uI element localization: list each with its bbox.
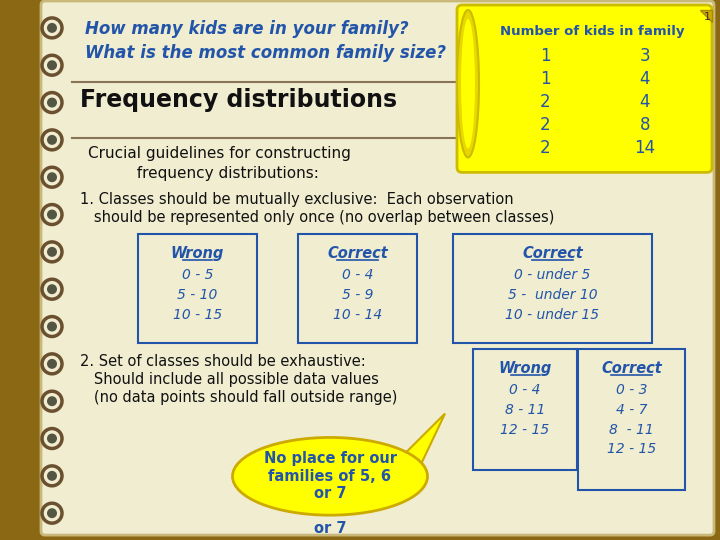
Text: 14: 14 (634, 138, 656, 157)
FancyBboxPatch shape (138, 234, 257, 343)
Circle shape (47, 60, 57, 70)
Text: 2: 2 (540, 116, 550, 133)
FancyBboxPatch shape (578, 349, 685, 490)
Text: 10 - 15: 10 - 15 (173, 308, 222, 322)
Circle shape (47, 434, 57, 443)
FancyBboxPatch shape (457, 5, 712, 172)
Text: or 7: or 7 (314, 521, 346, 536)
Ellipse shape (457, 10, 479, 158)
Text: 3: 3 (639, 47, 650, 65)
Text: 5 - 10: 5 - 10 (177, 288, 217, 302)
Circle shape (47, 135, 57, 145)
Circle shape (47, 172, 57, 182)
Text: (no data points should fall outside range): (no data points should fall outside rang… (80, 390, 397, 404)
Text: Correct: Correct (522, 246, 583, 261)
Text: 2. Set of classes should be exhaustive:: 2. Set of classes should be exhaustive: (80, 354, 366, 369)
Text: 1: 1 (540, 47, 550, 65)
Text: 1: 1 (703, 12, 711, 22)
Circle shape (47, 284, 57, 294)
Ellipse shape (233, 437, 428, 515)
Text: How many kids are in your family?: How many kids are in your family? (85, 20, 409, 38)
Text: 4: 4 (640, 70, 650, 88)
Text: 10 - 14: 10 - 14 (333, 308, 382, 322)
Text: What is the most common family size?: What is the most common family size? (85, 44, 446, 62)
FancyBboxPatch shape (473, 349, 577, 470)
Text: Wrong: Wrong (498, 361, 552, 376)
Text: 8  - 11: 8 - 11 (609, 422, 654, 436)
Text: Number of kids in family: Number of kids in family (500, 25, 684, 38)
Circle shape (47, 508, 57, 518)
Polygon shape (400, 414, 445, 467)
Polygon shape (700, 10, 712, 22)
Circle shape (47, 321, 57, 332)
Text: Wrong: Wrong (171, 246, 224, 261)
Text: 10 - under 15: 10 - under 15 (505, 308, 600, 322)
Text: 2: 2 (540, 93, 550, 111)
Text: No place for our
families of 5, 6
or 7: No place for our families of 5, 6 or 7 (264, 451, 397, 501)
Circle shape (47, 359, 57, 369)
Text: 8: 8 (640, 116, 650, 133)
Text: 12 - 15: 12 - 15 (607, 442, 656, 456)
FancyBboxPatch shape (453, 234, 652, 343)
Circle shape (47, 396, 57, 406)
Text: 0 - under 5: 0 - under 5 (514, 268, 590, 282)
Text: 0 - 4: 0 - 4 (342, 268, 373, 282)
Text: 0 - 3: 0 - 3 (616, 383, 647, 397)
Text: 0 - 4: 0 - 4 (509, 383, 541, 397)
Text: 5 -  under 10: 5 - under 10 (508, 288, 598, 302)
Text: should be represented only once (no overlap between classes): should be represented only once (no over… (80, 210, 554, 225)
Text: Should include all possible data values: Should include all possible data values (80, 372, 379, 387)
Text: Correct: Correct (327, 246, 388, 261)
Circle shape (47, 23, 57, 33)
Text: 5 - 9: 5 - 9 (342, 288, 373, 302)
Ellipse shape (461, 19, 475, 149)
Text: 1. Classes should be mutually exclusive:  Each observation: 1. Classes should be mutually exclusive:… (80, 192, 513, 207)
Circle shape (47, 247, 57, 257)
Text: Correct: Correct (601, 361, 662, 376)
Text: 4 - 7: 4 - 7 (616, 403, 647, 416)
Text: 0 - 5: 0 - 5 (181, 268, 213, 282)
Text: 12 - 15: 12 - 15 (500, 422, 549, 436)
Text: 4: 4 (640, 93, 650, 111)
Text: 2: 2 (540, 138, 550, 157)
Text: Frequency distributions: Frequency distributions (80, 87, 397, 112)
FancyBboxPatch shape (41, 1, 714, 535)
Text: frequency distributions:: frequency distributions: (88, 166, 319, 181)
Circle shape (47, 98, 57, 107)
Text: Crucial guidelines for constructing: Crucial guidelines for constructing (88, 146, 351, 161)
Text: 8 - 11: 8 - 11 (505, 403, 545, 416)
Circle shape (47, 471, 57, 481)
FancyBboxPatch shape (298, 234, 417, 343)
Text: 1: 1 (540, 70, 550, 88)
Circle shape (47, 210, 57, 220)
